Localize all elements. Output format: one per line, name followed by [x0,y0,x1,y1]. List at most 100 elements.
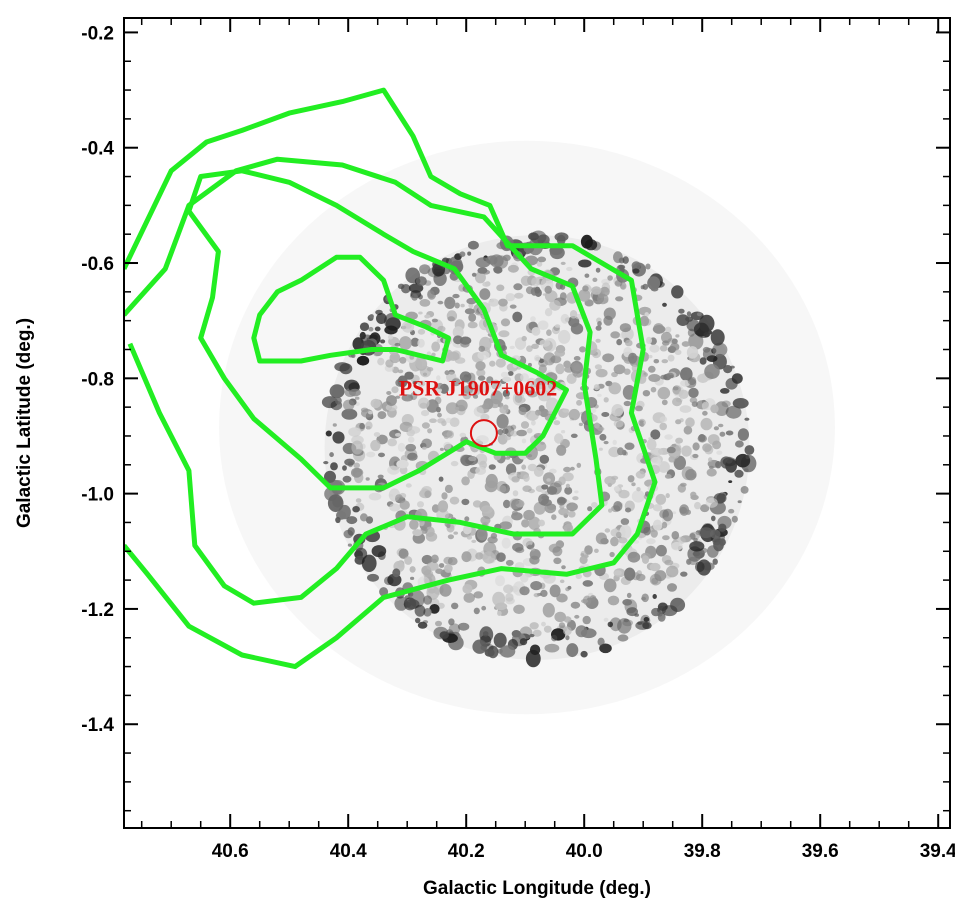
image-speckle [511,512,523,521]
image-speckle [374,326,381,332]
image-speckle [460,303,465,308]
image-speckle [423,608,432,617]
image-speckle [410,392,418,401]
y-tick-label: -0.6 [81,254,114,275]
image-speckle [481,605,487,611]
image-speckle [554,324,561,328]
image-speckle [486,376,494,384]
image-speckle [648,365,656,373]
image-speckle [365,421,373,430]
image-speckle [683,425,693,435]
image-speckle [570,322,584,335]
image-speckle [412,380,418,385]
image-speckle [626,592,632,599]
image-speckle [666,372,674,379]
image-speckle [417,380,426,387]
image-speckle [538,358,545,364]
image-speckle [530,316,536,322]
image-speckle [702,346,711,353]
image-speckle [655,493,667,505]
image-speckle [370,398,381,409]
image-speckle [725,405,742,419]
image-speckle [529,633,535,638]
image-speckle [454,302,460,309]
image-speckle [597,321,602,327]
image-speckle [680,379,691,387]
image-speckle [520,573,529,583]
image-speckle [526,345,533,353]
image-speckle [647,276,661,290]
image-speckle [664,326,672,333]
image-speckle [556,444,567,456]
image-speckle [584,273,590,278]
image-speckle [662,508,673,522]
image-speckle [347,543,352,547]
image-speckle [650,456,662,468]
image-speckle [334,362,350,372]
image-speckle [499,645,516,658]
image-speckle [463,592,475,603]
image-speckle [496,284,505,292]
image-speckle [672,397,682,407]
image-speckle [599,643,612,654]
plot-frame [123,17,951,829]
image-speckle [740,454,757,473]
image-speckle [523,509,535,521]
image-speckle [453,335,463,345]
image-speckle [595,338,601,343]
image-speckle [459,251,466,257]
image-speckle [521,438,527,444]
image-speckle [477,375,486,381]
image-speckle [445,402,459,415]
image-speckle [439,631,449,639]
image-speckle [579,346,586,353]
image-speckle [324,470,336,483]
image-speckle [415,617,421,624]
image-speckle [505,293,515,302]
image-speckle [712,558,718,565]
image-speckle [489,360,496,367]
image-speckle [728,508,735,514]
image-speckle [431,341,441,352]
image-speckle [424,314,431,319]
image-speckle [599,433,607,441]
image-speckle [509,304,517,309]
image-speckle [436,382,444,390]
image-speckle [681,445,692,457]
image-speckle [504,396,510,400]
image-speckle [479,288,491,300]
image-speckle [407,452,418,461]
image-speckle [652,519,663,531]
image-speckle [640,285,645,290]
image-speckle [541,621,546,627]
image-speckle [582,595,592,606]
image-speckle [578,422,584,427]
image-speckle [529,555,540,565]
image-speckle [603,617,609,622]
y-tick-label: -1.4 [81,715,114,736]
y-tick-label: -0.2 [81,23,114,44]
image-speckle [612,439,617,445]
image-speckle [435,269,441,273]
image-speckle [366,451,376,458]
x-axis-title: Galactic Longitude (deg.) [423,878,651,899]
image-speckle [418,397,430,409]
pulsar-label: PSR J1907+0602 [399,376,558,401]
image-speckle [556,496,566,506]
image-speckle [530,581,543,591]
image-speckle [671,531,680,540]
image-speckle [704,364,720,379]
image-speckle [452,326,464,339]
image-speckle [701,401,710,411]
image-speckle [370,439,381,452]
image-speckle [601,412,610,417]
image-speckle [421,410,430,417]
image-speckle [737,428,750,441]
image-speckle [695,561,705,573]
image-speckle [371,545,387,558]
image-speckle [477,267,488,274]
image-speckle [509,345,515,350]
image-speckle [652,504,663,512]
image-speckle [731,373,743,384]
image-speckle [667,583,677,592]
